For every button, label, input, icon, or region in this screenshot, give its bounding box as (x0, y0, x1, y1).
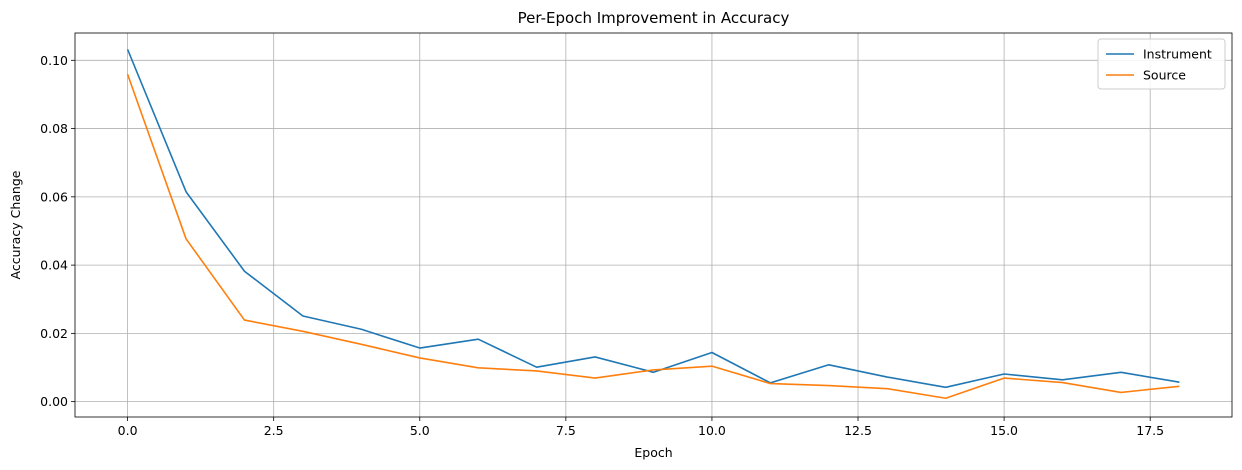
x-tick-label: 7.5 (556, 423, 576, 438)
legend-label: Source (1143, 68, 1186, 83)
series-lines (126, 49, 1180, 400)
x-tick-label: 12.5 (844, 423, 872, 438)
y-tick-label: 0.06 (40, 189, 68, 204)
x-tick-label: 10.0 (698, 423, 726, 438)
chart-title: Per-Epoch Improvement in Accuracy (518, 9, 790, 27)
y-tick-label: 0.00 (40, 394, 68, 409)
x-tick-label: 0.0 (118, 423, 138, 438)
x-tick-label: 15.0 (990, 423, 1018, 438)
y-axis-label: Accuracy Change (8, 170, 23, 279)
grid-lines (75, 33, 1232, 417)
x-tick-label: 5.0 (410, 423, 430, 438)
series-line-source (126, 74, 1180, 400)
legend-label: Instrument (1143, 47, 1212, 62)
y-tick-label: 0.04 (40, 258, 68, 273)
legend-box (1097, 38, 1226, 90)
series-line-instrument (126, 49, 1180, 389)
x-axis-label: Epoch (634, 445, 672, 460)
y-tick-label: 0.08 (40, 121, 68, 136)
axis-ticks: 0.0 2.5 5.0 7.5 10.0 12.5 15.0 17.5 0.00 0.02 0.04… (40, 53, 1164, 438)
x-tick-label: 17.5 (1136, 423, 1164, 438)
plot-frame (74, 32, 1233, 418)
x-tick-label: 2.5 (264, 423, 284, 438)
y-tick-label: 0.02 (40, 326, 68, 341)
legend: Instrument Source (1097, 38, 1226, 90)
y-tick-label: 0.10 (40, 53, 68, 68)
